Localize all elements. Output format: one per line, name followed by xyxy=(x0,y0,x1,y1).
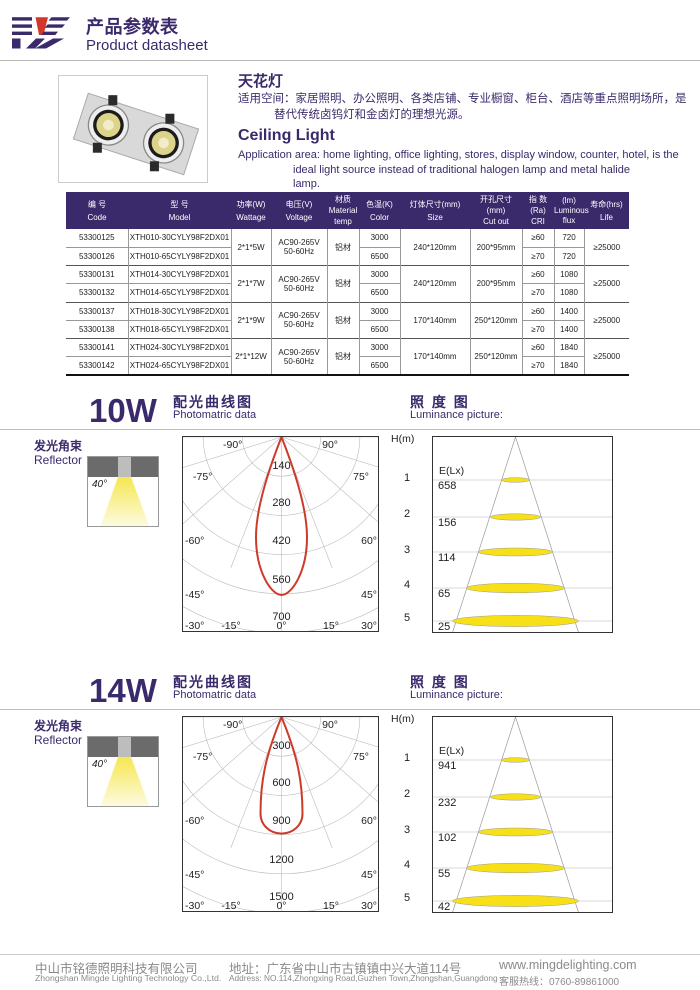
svg-text:90°: 90° xyxy=(322,719,338,731)
svg-text:900: 900 xyxy=(272,815,290,827)
svg-text:-90°: -90° xyxy=(223,719,242,731)
svg-text:140: 140 xyxy=(272,460,290,472)
svg-text:-75°: -75° xyxy=(193,751,212,763)
svg-text:45°: 45° xyxy=(361,869,377,881)
svg-text:30°: 30° xyxy=(361,900,377,912)
svg-text:280: 280 xyxy=(272,497,290,509)
svg-text:-60°: -60° xyxy=(185,815,204,827)
svg-text:-75°: -75° xyxy=(193,471,212,483)
svg-text:420: 420 xyxy=(272,535,290,547)
svg-text:60°: 60° xyxy=(361,815,377,827)
svg-text:E(Lx): E(Lx) xyxy=(439,465,464,477)
svg-text:15°: 15° xyxy=(323,900,339,912)
svg-text:15°: 15° xyxy=(323,620,339,632)
svg-text:1200: 1200 xyxy=(269,854,293,866)
svg-text:560: 560 xyxy=(272,574,290,586)
svg-text:300: 300 xyxy=(272,740,290,752)
svg-text:600: 600 xyxy=(272,777,290,789)
svg-text:-30°: -30° xyxy=(185,620,204,632)
svg-text:-15°: -15° xyxy=(221,620,240,632)
svg-text:60°: 60° xyxy=(361,535,377,547)
svg-text:-90°: -90° xyxy=(223,439,242,451)
svg-text:90°: 90° xyxy=(322,439,338,451)
svg-text:75°: 75° xyxy=(353,471,369,483)
svg-text:-45°: -45° xyxy=(185,589,204,601)
svg-text:75°: 75° xyxy=(353,751,369,763)
svg-text:1500: 1500 xyxy=(269,891,293,903)
svg-text:-45°: -45° xyxy=(185,869,204,881)
svg-text:700: 700 xyxy=(272,611,290,623)
svg-text:45°: 45° xyxy=(361,589,377,601)
svg-text:E(Lx): E(Lx) xyxy=(439,745,464,757)
svg-text:-15°: -15° xyxy=(221,900,240,912)
svg-text:-60°: -60° xyxy=(185,535,204,547)
svg-text:-30°: -30° xyxy=(185,900,204,912)
svg-text:30°: 30° xyxy=(361,620,377,632)
